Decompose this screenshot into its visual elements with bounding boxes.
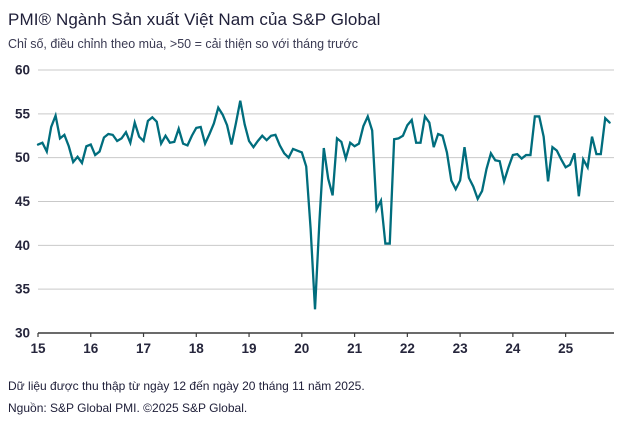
- x-axis-label: 18: [189, 341, 205, 356]
- chart-title: PMI® Ngành Sản xuất Việt Nam của S&P Glo…: [8, 10, 381, 29]
- pmi-line-chart: 30 35 40 45 50 55 60 15 16 17 18 19 20 21 22 23 24 25: [15, 63, 614, 356]
- y-axis-label: 50: [15, 150, 30, 165]
- source-note: Nguồn: S&P Global PMI. ©2025 S&P Global.: [8, 401, 248, 416]
- y-axis-label: 55: [15, 106, 31, 121]
- x-axis-label: 16: [83, 341, 99, 356]
- y-axis-label: 40: [15, 238, 30, 253]
- x-axis-label: 21: [347, 341, 363, 356]
- y-axis-label: 45: [15, 194, 31, 209]
- x-axis-labels: 15 16 17 18 19 20 21 22 23 24 25: [30, 341, 573, 356]
- chart-footnotes: Dữ liệu được thu thập từ ngày 12 đến ngà…: [8, 375, 616, 419]
- y-axis-labels: 30 35 40 45 50 55 60: [15, 63, 31, 341]
- y-axis-label: 60: [15, 63, 30, 78]
- x-axis-label: 24: [505, 341, 521, 356]
- x-axis-label: 17: [136, 341, 151, 356]
- x-axis-label: 22: [400, 341, 415, 356]
- y-axis-label: 30: [15, 326, 30, 341]
- chart-area: 30 35 40 45 50 55 60 15 16 17 18 19 20 21 22 23 24 25: [8, 61, 616, 367]
- x-axis-ticks: [37, 333, 567, 337]
- x-axis-label: 19: [242, 341, 257, 356]
- x-axis-label: 23: [453, 341, 469, 356]
- x-axis-label: 15: [30, 341, 46, 356]
- collection-period-note: Dữ liệu được thu thập từ ngày 12 đến ngà…: [8, 379, 365, 393]
- x-axis-label: 20: [294, 341, 309, 356]
- chart-subtitle: Chỉ số, điều chỉnh theo mùa, >50 = cải t…: [8, 37, 358, 51]
- gridlines: [38, 69, 614, 290]
- y-axis-label: 35: [15, 282, 31, 297]
- pmi-series-line: [36, 100, 611, 310]
- x-axis-label: 25: [558, 341, 574, 356]
